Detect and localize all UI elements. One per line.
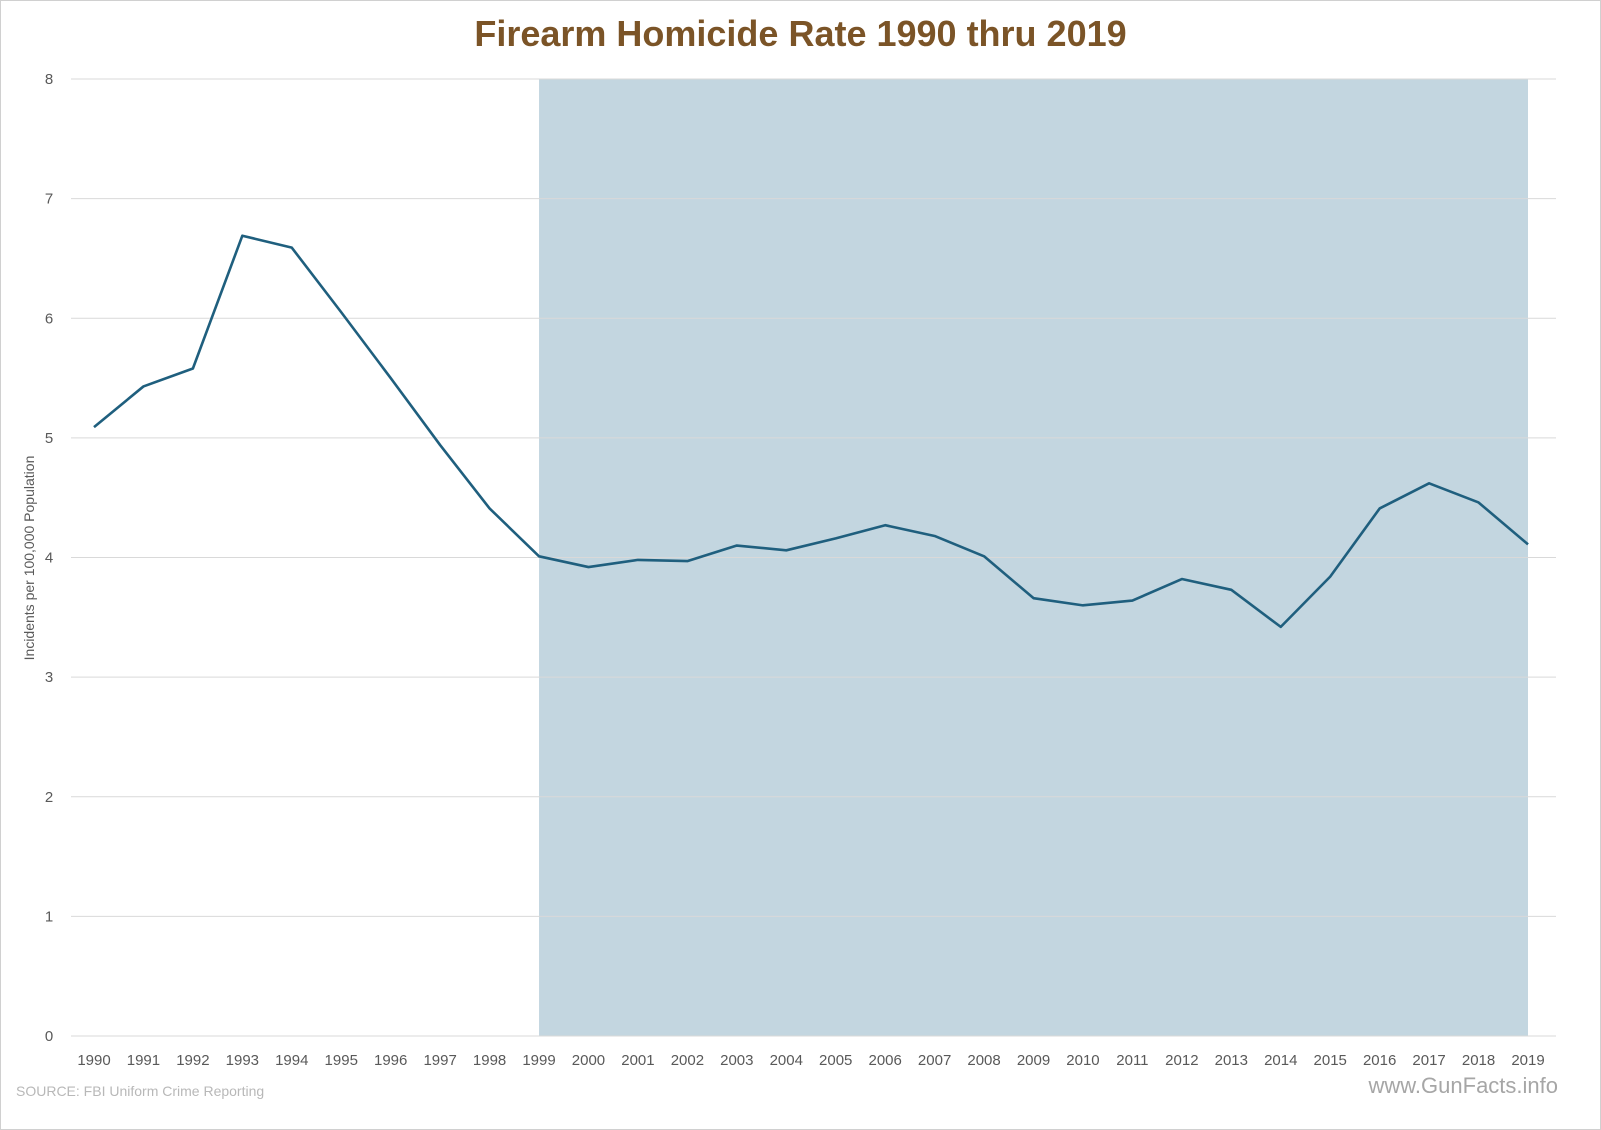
x-tick-label: 1993 [226,1052,259,1069]
x-tick-label: 2018 [1462,1052,1495,1069]
y-axis-label: Incidents per 100,000 Population [21,456,37,661]
x-tick-label: 1998 [473,1052,506,1069]
x-tick-label: 2004 [770,1052,803,1069]
x-tick-label: 1999 [522,1052,555,1069]
x-tick-label: 1992 [176,1052,209,1069]
x-tick-label: 1990 [77,1052,110,1069]
x-tick-label: 2002 [671,1052,704,1069]
x-tick-label: 1997 [423,1052,456,1069]
x-tick-label: 2006 [868,1052,901,1069]
x-tick-label: 2012 [1165,1052,1198,1069]
x-tick-label: 2016 [1363,1052,1396,1069]
y-tick-label: 4 [45,550,53,567]
y-tick-label: 3 [45,669,53,686]
x-tick-label: 1994 [275,1052,308,1069]
chart-title: Firearm Homicide Rate 1990 thru 2019 [474,13,1127,54]
y-tick-label: 5 [45,430,53,447]
y-tick-label: 1 [45,908,53,925]
x-tick-label: 1996 [374,1052,407,1069]
y-tick-label: 6 [45,310,53,327]
y-tick-label: 0 [45,1028,53,1045]
source-note: SOURCE: FBI Uniform Crime Reporting [16,1083,265,1099]
x-tick-label: 2015 [1314,1052,1347,1069]
x-tick-label: 2013 [1215,1052,1248,1069]
x-tick-label: 2017 [1412,1052,1445,1069]
series-line [93,234,1529,629]
x-tick-label: 2009 [1017,1052,1050,1069]
x-tick-label: 2005 [819,1052,852,1069]
x-tick-label: 2007 [918,1052,951,1069]
brand-watermark: www.GunFacts.info [1368,1073,1558,1098]
y-tick-label: 2 [45,789,53,806]
x-tick-label: 2011 [1116,1052,1148,1069]
x-tick-label: 2000 [572,1052,605,1069]
x-tick-label: 1991 [127,1052,160,1069]
x-tick-label: 2008 [967,1052,1000,1069]
x-tick-label: 1995 [325,1052,358,1069]
x-tick-label: 2019 [1511,1052,1544,1069]
x-tick-label: 2014 [1264,1052,1297,1069]
x-tick-label: 2003 [720,1052,753,1069]
y-tick-label: 8 [45,71,53,88]
y-tick-label: 7 [45,191,53,208]
x-tick-label: 2001 [621,1052,654,1069]
x-tick-label: 2010 [1066,1052,1099,1069]
